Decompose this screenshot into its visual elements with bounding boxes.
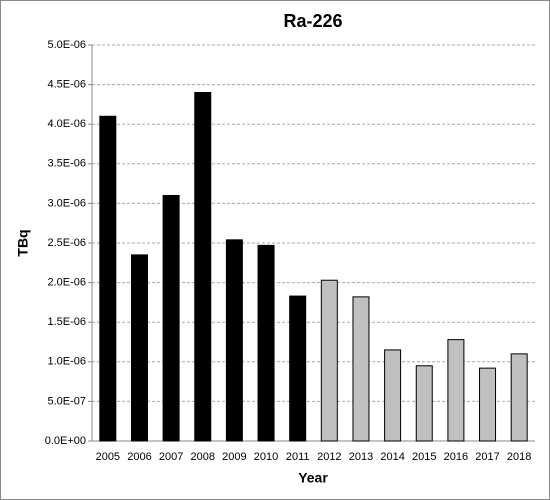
- x-tick-label: 2018: [507, 451, 531, 463]
- x-tick-label: 2005: [96, 451, 120, 463]
- y-tick-label: 5.0E-07: [47, 395, 86, 407]
- y-tick-label: 4.5E-06: [47, 79, 86, 91]
- bar: [99, 115, 117, 442]
- x-tick-label: 2011: [286, 451, 310, 463]
- x-tick-label: 2017: [475, 451, 499, 463]
- bar: [352, 296, 370, 442]
- bar: [415, 365, 433, 442]
- y-tick-label: 3.5E-06: [47, 158, 86, 170]
- x-axis-title: Year: [298, 470, 328, 486]
- bar: [510, 353, 528, 442]
- x-tick-label: 2014: [380, 451, 404, 463]
- x-tick-label: 2013: [349, 451, 373, 463]
- x-tick-label: 2007: [159, 451, 183, 463]
- bar: [289, 295, 307, 442]
- x-tick-label: 2012: [317, 451, 341, 463]
- y-axis-title: TBq: [15, 229, 31, 256]
- y-tick-label: 5.0E-06: [47, 39, 86, 51]
- y-tick-label: 0.0E+00: [45, 435, 86, 447]
- bar: [162, 194, 180, 442]
- x-tick-label: 2006: [127, 451, 151, 463]
- bar: [479, 367, 497, 442]
- y-tick-label: 4.0E-06: [47, 118, 86, 130]
- bar: [384, 349, 402, 442]
- x-tick-label: 2016: [444, 451, 468, 463]
- bar: [194, 92, 212, 442]
- x-tick-label: 2009: [222, 451, 246, 463]
- bar: [447, 339, 465, 442]
- y-tick-label: 2.0E-06: [47, 277, 86, 289]
- x-tick-label: 2008: [191, 451, 215, 463]
- y-tick-label: 1.0E-06: [47, 356, 86, 368]
- bar: [225, 239, 243, 442]
- bar: [320, 279, 338, 442]
- y-tick-label: 2.5E-06: [47, 237, 86, 249]
- chart-title: Ra-226: [283, 11, 342, 31]
- x-tick-label: 2015: [412, 451, 436, 463]
- y-tick-label: 3.0E-06: [47, 197, 86, 209]
- x-tick-label: 2010: [254, 451, 278, 463]
- y-tick-label: 1.5E-06: [47, 316, 86, 328]
- bar: [257, 244, 275, 442]
- bar: [130, 254, 148, 442]
